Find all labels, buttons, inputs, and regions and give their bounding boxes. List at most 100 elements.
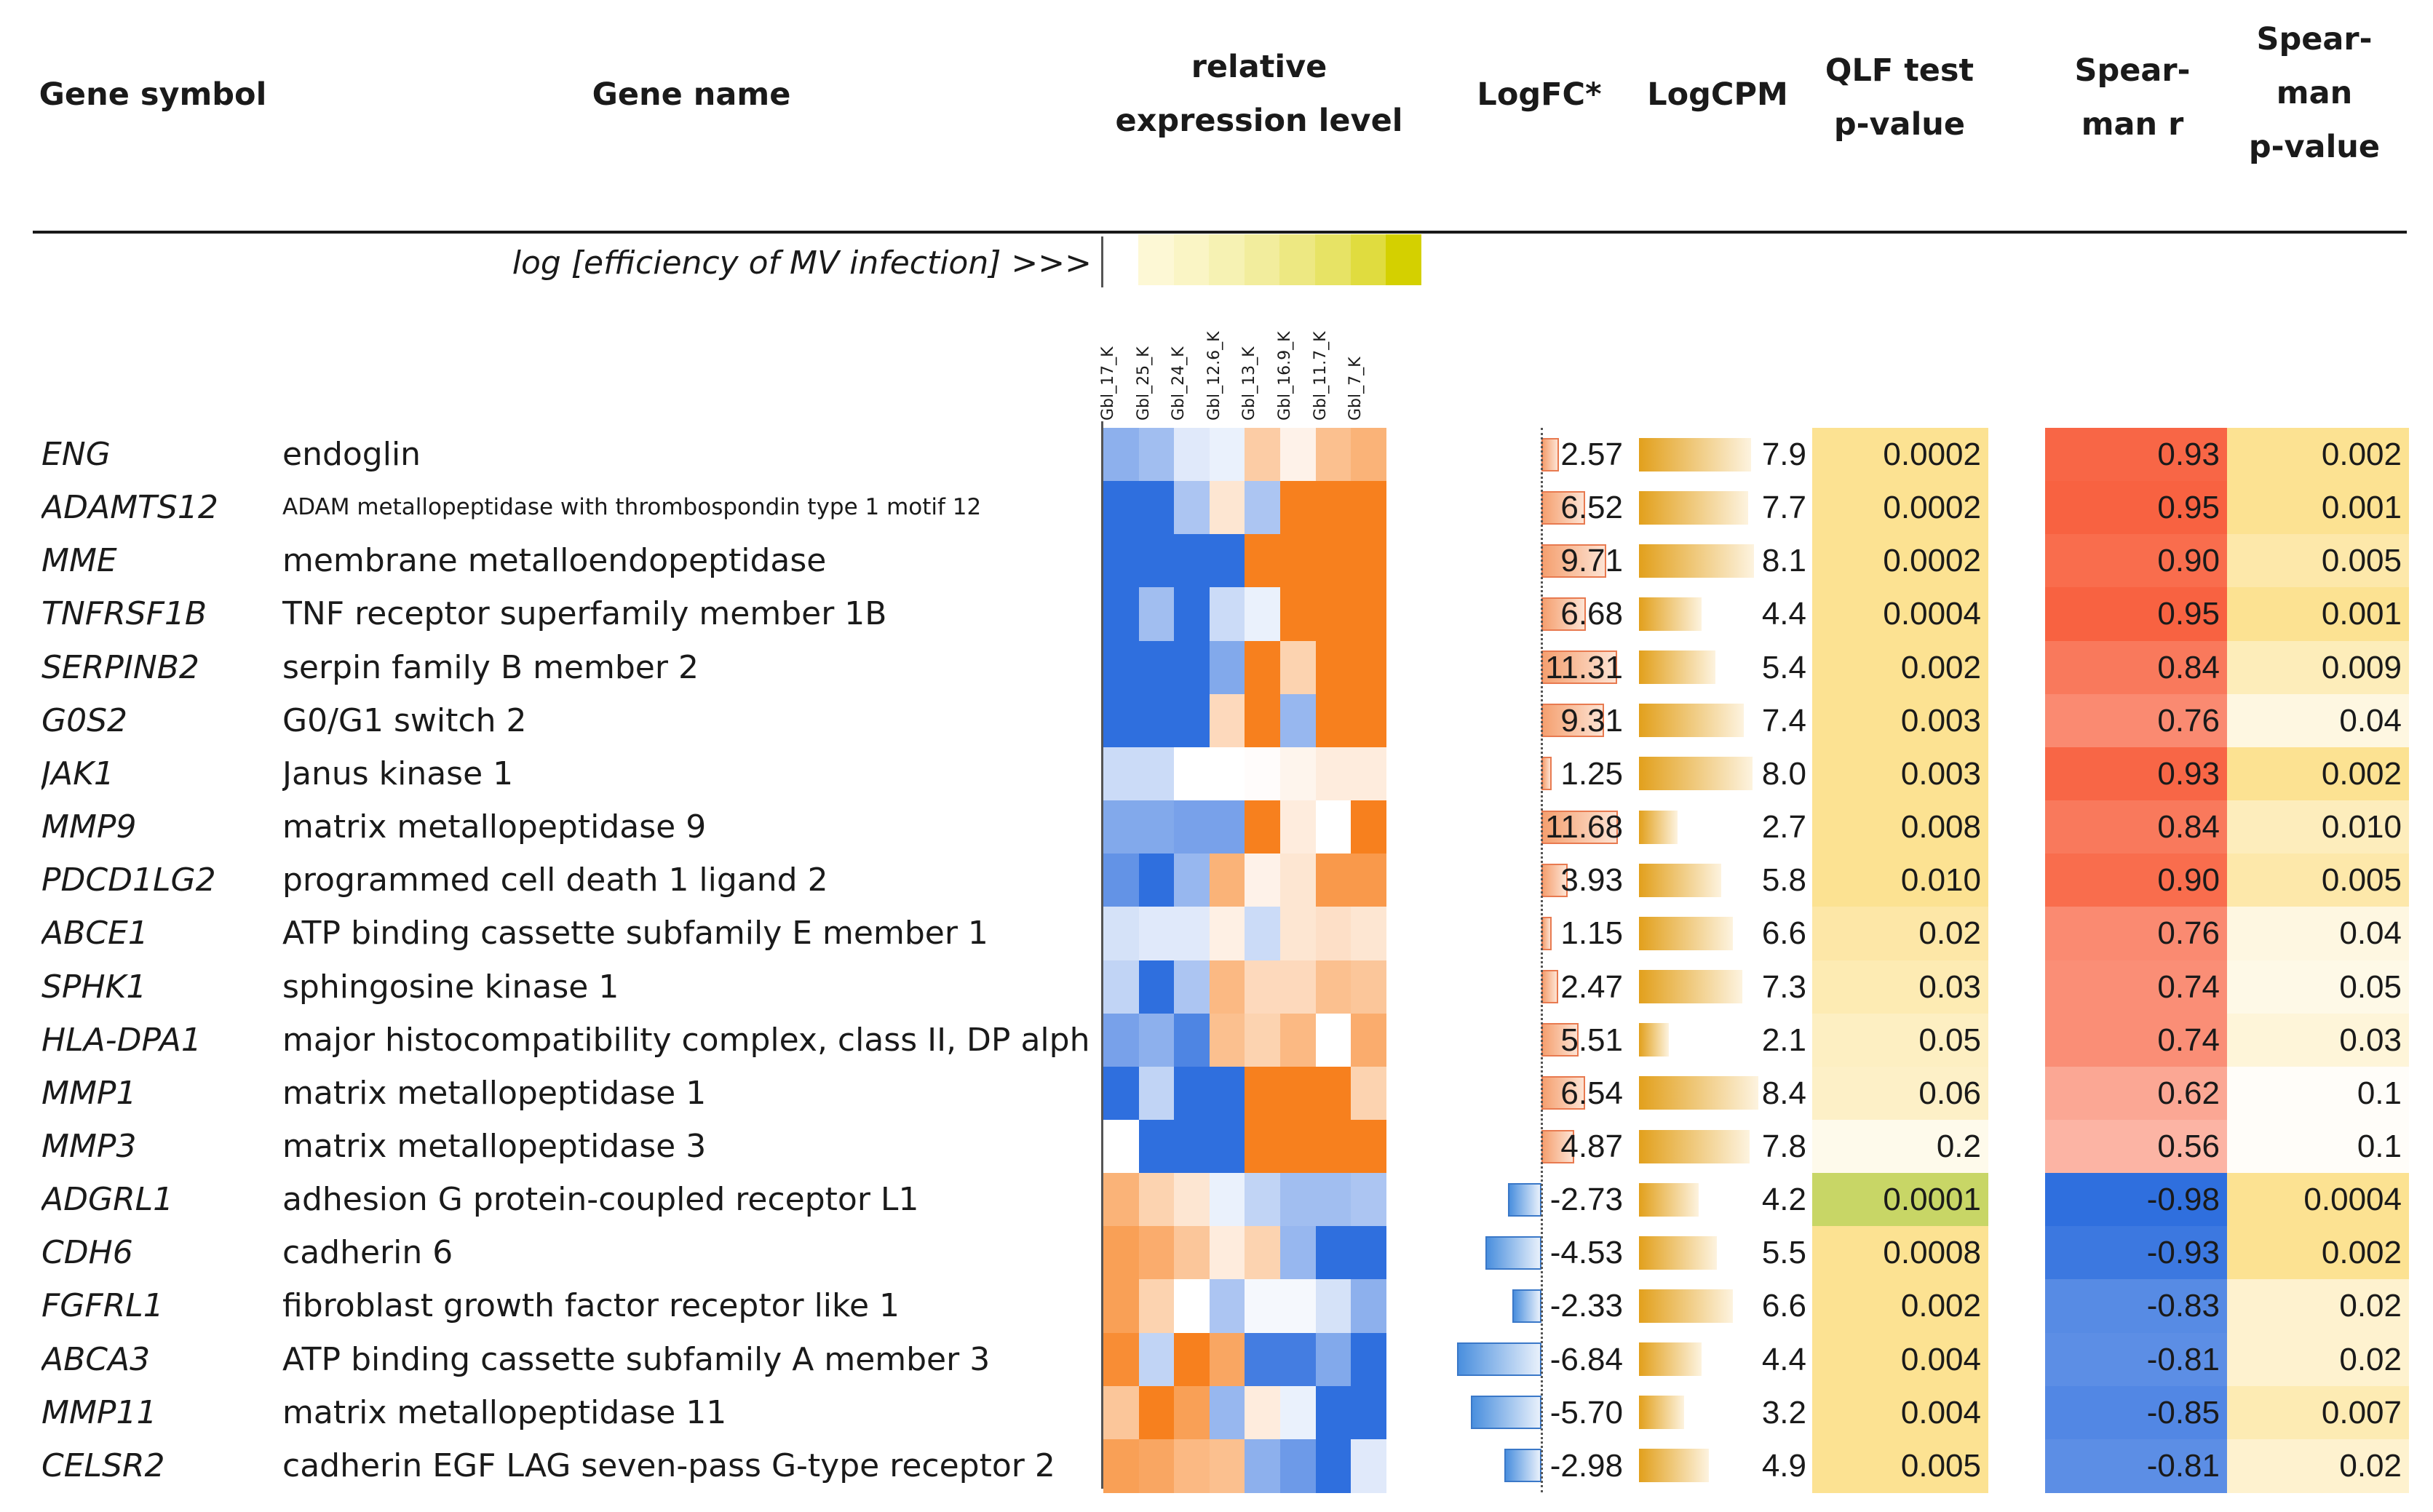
gene-symbol: G0S2: [41, 701, 128, 739]
spearman-p-cell: [2227, 534, 2409, 589]
gene-symbol: SERPINB2: [41, 648, 199, 686]
heatmap-cell: [1315, 854, 1352, 907]
heatmap-cell: [1138, 1332, 1175, 1387]
heatmap-cell: [1138, 960, 1175, 1014]
logcpm-value: 2.1: [1761, 1022, 1806, 1058]
logfc-value: 3.93: [1560, 862, 1623, 899]
heatmap-cell: [1138, 854, 1175, 907]
spearman-p-cell: [2227, 481, 2409, 535]
heatmap-cell: [1280, 587, 1317, 642]
efficiency-cell: [1138, 234, 1175, 285]
gene-name: cadherin EGF LAG seven-pass G-type recep…: [282, 1447, 1055, 1484]
heatmap-cell: [1315, 1119, 1352, 1174]
spearman-r-cell: [2045, 800, 2227, 854]
qlf-value: 0.002: [1900, 1288, 1981, 1324]
qlf-value: 0.0004: [1883, 596, 1981, 632]
logfc-value: 6.54: [1560, 1075, 1623, 1111]
heatmap-cell: [1174, 428, 1210, 482]
gene-name: cadherin 6: [282, 1234, 453, 1272]
logcpm-value: 7.8: [1761, 1128, 1806, 1164]
qlf-value: 0.02: [1918, 915, 1981, 952]
gene-symbol: JAK1: [41, 755, 114, 792]
qlf-cell: [1812, 960, 1988, 1014]
heatmap-cell: [1245, 1279, 1281, 1334]
header-rule: [33, 231, 2407, 234]
gene-name: Janus kinase 1: [282, 755, 514, 792]
logfc-bar: [1541, 650, 1618, 685]
heatmap-cell: [1351, 534, 1387, 589]
heatmap-cell: [1103, 534, 1140, 589]
gene-name: serpin family B member 2: [282, 648, 699, 686]
gene-name: ATP binding cassette subfamily E member …: [282, 915, 988, 952]
header-spearman-p-line2: man: [2276, 75, 2353, 111]
logfc-axis: [1541, 428, 1543, 1492]
logcpm-bar: [1639, 810, 1678, 844]
heatmap-cell: [1315, 1066, 1352, 1121]
heatmap-cell: [1103, 1226, 1140, 1280]
gene-symbol: FGFRL1: [41, 1287, 164, 1325]
heatmap-cell: [1209, 854, 1245, 907]
heatmap-cell: [1174, 693, 1210, 748]
header-qlf-line1: QLF test: [1825, 52, 1974, 89]
qlf-value: 0.003: [1900, 755, 1981, 792]
heatmap-cell: [1280, 907, 1317, 961]
heatmap-cell: [1103, 1066, 1140, 1121]
logcpm-bar: [1639, 916, 1733, 950]
heatmap-cell: [1103, 800, 1140, 854]
logcpm-value: 5.4: [1761, 649, 1806, 685]
header-logfc-label: LogFC*: [1477, 76, 1602, 113]
logfc-value: -2.33: [1549, 1288, 1623, 1324]
spearman-p-cell: [2227, 1066, 2409, 1121]
header-qlf: QLF test p-value: [1812, 44, 1987, 151]
heatmap-cell: [1103, 640, 1140, 695]
logcpm-value: 7.4: [1761, 702, 1806, 739]
spearman-r-value: 0.90: [2157, 862, 2220, 899]
spearman-p-value: 0.03: [2339, 1022, 2402, 1058]
logcpm-bar: [1639, 650, 1716, 685]
heatmap-cell: [1315, 1013, 1352, 1067]
spearman-r-value: 0.74: [2157, 968, 2220, 1005]
heatmap-cell: [1209, 1385, 1245, 1440]
heatmap-cell: [1280, 534, 1317, 589]
logcpm-bar: [1639, 490, 1749, 525]
qlf-cell: [1812, 1332, 1988, 1387]
heatmap-cell: [1174, 747, 1210, 801]
qlf-value: 0.05: [1918, 1022, 1981, 1058]
spearman-r-value: 0.76: [2157, 915, 2220, 952]
heatmap-cell: [1138, 534, 1175, 589]
heatmap-cell: [1245, 481, 1281, 535]
heatmap-cell: [1280, 800, 1317, 854]
spearman-r-value: 0.74: [2157, 1022, 2220, 1058]
efficiency-gradient: [1138, 234, 1422, 285]
heatmap-cell: [1351, 960, 1387, 1014]
efficiency-cell: [1279, 234, 1316, 285]
sample-label: Gbl_17_K: [1099, 346, 1117, 421]
heatmap-cell: [1245, 428, 1281, 482]
heatmap-cell: [1209, 1439, 1245, 1493]
header-spearman-r-line1: Spear-: [2074, 52, 2191, 89]
logfc-value: -4.53: [1549, 1235, 1623, 1271]
heatmap-cell: [1315, 907, 1352, 961]
spearman-r-value: 0.93: [2157, 755, 2220, 792]
heatmap-cell: [1351, 693, 1387, 748]
logfc-bar: [1541, 704, 1604, 738]
spearman-p-value: 0.002: [2321, 1235, 2402, 1271]
heatmap-cell: [1315, 960, 1352, 1014]
qlf-value: 0.004: [1900, 1341, 1981, 1377]
gene-name: endoglin: [282, 436, 421, 473]
header-gene-name-label: Gene name: [592, 76, 791, 113]
spearman-p-value: 0.1: [2357, 1128, 2402, 1164]
logcpm-bar: [1639, 704, 1745, 738]
gene-symbol: ABCA3: [41, 1340, 151, 1378]
heatmap-cell: [1174, 640, 1210, 695]
heatmap-cell: [1174, 1119, 1210, 1174]
heatmap-cell: [1209, 1066, 1245, 1121]
qlf-cell: [1812, 1439, 1988, 1493]
spearman-p-value: 0.001: [2321, 490, 2402, 526]
logcpm-value: 4.2: [1761, 1182, 1806, 1218]
heatmap-cell: [1138, 1066, 1175, 1121]
logfc-bar: [1541, 1076, 1586, 1110]
heatmap-cell: [1245, 1226, 1281, 1280]
logcpm-bar: [1639, 1449, 1709, 1483]
spearman-r-value: -0.81: [2146, 1341, 2220, 1377]
